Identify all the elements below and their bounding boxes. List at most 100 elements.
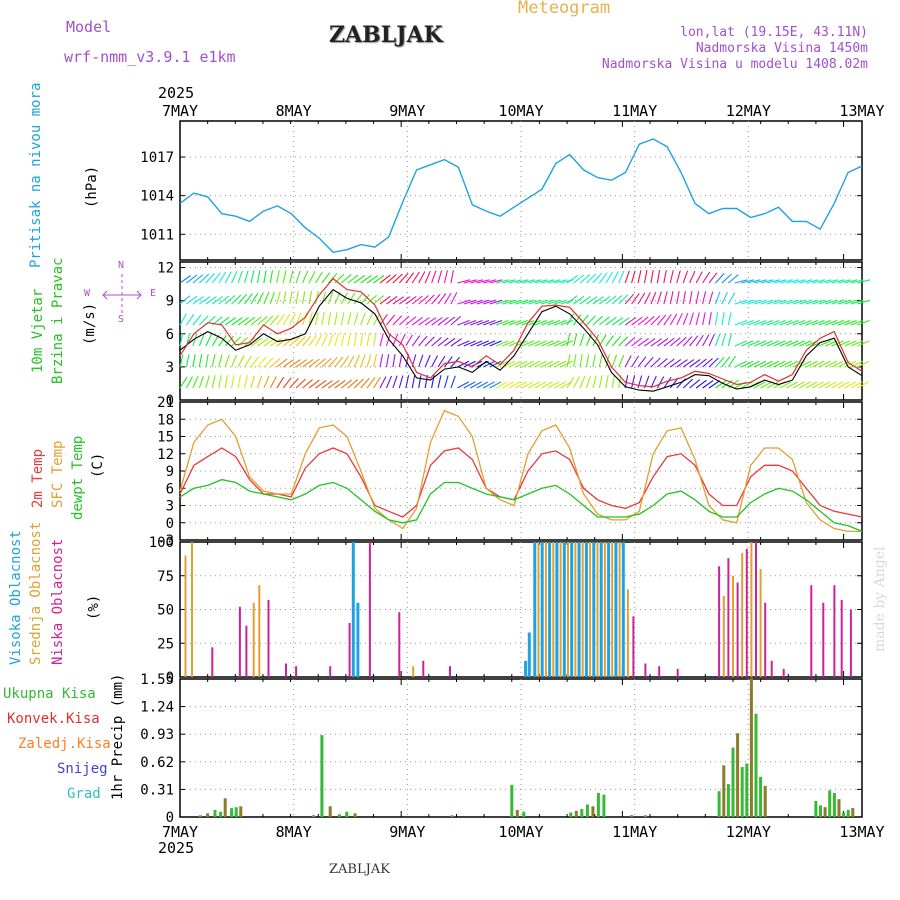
x-date-label-bottom: 9MAY [389,823,425,841]
cloud-bar [822,602,825,678]
wind-barb [695,312,700,326]
x-date-label-bottom: 13MAY [839,823,884,841]
y-tick-label: 9 [166,464,174,480]
wind-barb [766,360,780,368]
precip-bar [837,799,841,817]
cloud-bar [810,585,813,677]
precip-bar [312,815,316,817]
y-tick-label: 0 [166,810,174,826]
cloud-bar [570,542,574,677]
wind-barb [269,314,280,326]
wind-barb [611,294,623,305]
wind-barb [650,375,657,389]
wind-barb [786,279,800,284]
cloud-bar [412,666,415,677]
wind-barb [850,381,863,389]
wind-barb [760,299,774,305]
cloud-bar [537,542,540,677]
wind-barb [250,337,262,347]
wind-barb [676,359,688,368]
wind-barb [611,375,616,389]
wind-barb [373,376,381,389]
cloud-bar [285,663,287,677]
cloud-bar [611,542,614,677]
wind-barb [566,313,575,326]
wind-barb [734,360,747,368]
wind-barb [508,279,522,284]
wind-barb [631,270,636,284]
wind-barb [379,333,384,347]
wind-barb [824,360,838,368]
wind-barb [754,279,767,284]
wind-barb [373,275,385,284]
wind-barb [573,333,578,347]
wind-barb [547,381,560,389]
wind-barb [689,335,699,347]
wind-barb [386,274,397,284]
wind-barb [799,340,812,347]
wind-barb [379,295,391,305]
wind-barb [418,335,428,347]
wind-barb [760,360,773,368]
wind-barb [489,360,502,368]
cloud-bar [849,609,852,677]
wind-barb [624,293,635,305]
wind-barb [605,375,609,389]
wind-barb [850,299,864,305]
wind-barb [611,354,618,368]
wind-barb [476,381,489,389]
y-tick-label: 75 [157,569,174,585]
cloud-bar [368,542,371,677]
cloud-bar [584,542,588,677]
wind-barb [457,319,470,326]
wind-barb [353,274,366,284]
precip-bar [819,805,822,817]
wind-barb [302,335,312,347]
cloud-bar [555,542,559,677]
wind-barb [611,271,619,284]
cloud-bar [840,600,843,677]
wind-barb [450,375,456,389]
wind-barb [528,340,541,347]
wind-barb [295,359,308,368]
wind-barb [618,270,625,284]
wind-barb [579,296,591,305]
wind-barb [624,375,629,389]
precip-bar [337,814,341,817]
wind-barb [631,316,643,326]
wind-barb [818,299,832,305]
wind-barb [327,333,334,347]
wind-barb [237,375,242,389]
wind-barb [650,270,654,284]
wind-barb [695,291,700,305]
wind-barb [554,299,567,305]
y-tick-label: 0.31 [140,782,174,798]
cloud-bar [577,542,581,677]
wind-barb [831,360,844,368]
precip-bar [345,811,349,817]
wind-barb [205,296,217,305]
wind-barb [211,375,216,389]
wind-barb [618,354,625,368]
wind-barb [766,279,780,284]
cloud-bar [833,585,836,677]
wind-barb [450,338,462,347]
wind-barb [315,271,323,284]
x-date-label-top: 7MAY [162,102,198,120]
wind-barb [237,293,248,305]
wind-barb [760,381,773,389]
x-date-label-bottom: 11MAY [612,823,657,841]
wind-barb [224,317,237,326]
wind-barb [295,270,301,284]
wind-barb [857,381,870,389]
wind-barb [385,375,393,389]
wind-barb [463,340,477,347]
wind-barb [437,316,449,326]
wind-barb [470,319,483,326]
wind-barb [276,291,281,305]
wind-barb [334,379,346,389]
cloud-bar [727,558,730,677]
wind-barb [302,359,314,368]
wind-barb [360,275,372,284]
wind-barb [566,354,571,368]
